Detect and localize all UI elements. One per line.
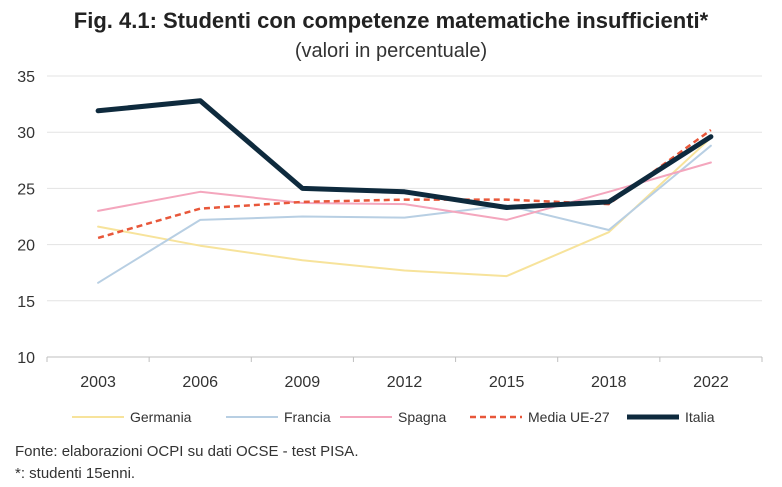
legend-label: Francia: [284, 409, 331, 425]
legend-label: Media UE-27: [528, 409, 610, 425]
y-tick-label: 35: [17, 69, 35, 86]
axes: 10 15 20 25 30 35 2003 2006 2009 2012 2015 2018 2022: [17, 69, 763, 391]
x-tick-label: 2003: [80, 374, 116, 391]
y-tick-label: 20: [17, 238, 35, 255]
legend-label: Spagna: [398, 409, 446, 425]
x-tick-label: 2009: [285, 374, 321, 391]
x-tick-label: 2015: [489, 374, 525, 391]
gridlines: [47, 75, 762, 302]
series-lines: [95, 98, 714, 284]
series-line-francia: [97, 144, 712, 284]
chart-subtitle: (valori in percentuale): [294, 40, 488, 62]
footnote: *: studenti 15enni.: [15, 465, 136, 482]
legend-label: Germania: [130, 409, 192, 425]
y-tick-label: 15: [17, 294, 35, 311]
series-line-italia: [95, 98, 714, 210]
y-tick-label: 10: [17, 350, 35, 367]
series-line-spagna: [97, 161, 712, 221]
x-tick-label: 2022: [693, 374, 729, 391]
x-tick-label: 2006: [182, 374, 218, 391]
legend-label: Italia: [685, 409, 715, 425]
x-tick-label: 2018: [591, 374, 627, 391]
y-tick-label: 25: [17, 181, 35, 198]
series-line-germania: [97, 136, 712, 278]
source-note: Fonte: elaborazioni OCPI su dati OCSE - …: [15, 443, 359, 460]
y-tick-label: 30: [17, 125, 35, 142]
chart-title: Fig. 4.1: Studenti con competenze matema…: [73, 8, 709, 33]
legend: Germania Francia Spagna Media UE-27 Italia: [72, 409, 715, 425]
x-tick-label: 2012: [387, 374, 423, 391]
